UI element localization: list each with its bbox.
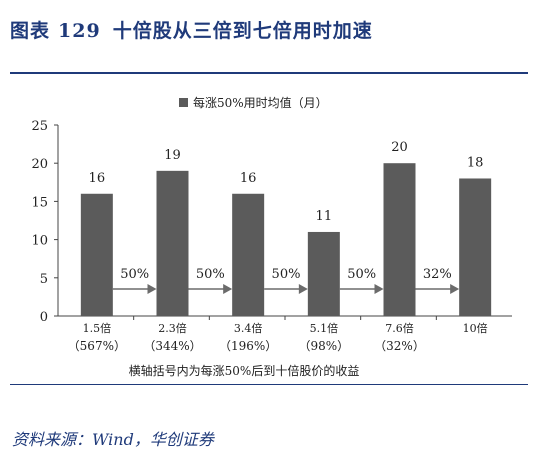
bar xyxy=(156,170,189,316)
data-label: 20 xyxy=(391,140,408,155)
step-arrow-head xyxy=(147,284,157,294)
x-tick-label: 7.6倍 xyxy=(385,321,414,335)
y-tick-label: 25 xyxy=(31,119,48,134)
bar-chart: 每涨50%用时均值（月） 0 5 10 15 20 25 16 1.5倍 （567%） 19 2.3倍… xyxy=(31,95,512,378)
title-label: 图表 xyxy=(10,20,51,42)
step-arrow-label: 50% xyxy=(272,267,301,282)
step-arrow-label: 50% xyxy=(196,267,225,282)
x-tick-label: 1.5倍 xyxy=(83,321,112,335)
bar xyxy=(307,231,340,316)
bar xyxy=(383,163,416,316)
x-tick-sublabel: （196%） xyxy=(219,339,277,353)
data-label: 16 xyxy=(240,171,257,186)
x-tick-sublabel: （32%） xyxy=(374,339,425,353)
step-arrow-head xyxy=(374,284,384,294)
bottom-rule xyxy=(10,384,528,385)
bar xyxy=(80,193,113,316)
y-tick-label: 20 xyxy=(31,157,48,172)
step-arrow-label: 50% xyxy=(347,267,376,282)
bar xyxy=(232,193,265,316)
x-tick-label: 10倍 xyxy=(463,321,488,335)
top-rule xyxy=(10,72,528,74)
y-tick-label: 0 xyxy=(40,310,48,325)
step-arrow-label: 32% xyxy=(423,267,452,282)
data-label: 19 xyxy=(164,148,181,163)
data-label: 16 xyxy=(89,171,106,186)
x-tick-sublabel: （98%） xyxy=(298,339,349,353)
x-tick-sublabel: （344%） xyxy=(143,339,201,353)
step-arrow-head xyxy=(223,284,233,294)
y-tick-label: 15 xyxy=(31,195,48,210)
y-tick-label: 5 xyxy=(40,272,48,287)
step-arrow-head xyxy=(450,284,460,294)
legend-label: 每涨50%用时均值（月） xyxy=(193,95,328,110)
source-note: 资料来源：Wind，华创证券 xyxy=(12,430,214,449)
x-tick-sublabel: （567%） xyxy=(68,339,126,353)
legend-swatch xyxy=(179,98,188,107)
x-tick-label: 2.3倍 xyxy=(158,321,187,335)
title-number: 129 xyxy=(58,20,101,42)
title-text: 十倍股从三倍到七倍用时加速 xyxy=(112,20,373,42)
chart-title: 图表 129 十倍股从三倍到七倍用时加速 xyxy=(10,16,373,43)
data-label: 18 xyxy=(467,155,484,170)
step-arrow-head xyxy=(298,284,308,294)
x-axis-note: 横轴括号内为每涨50%后到十倍股价的收益 xyxy=(129,363,360,378)
x-tick-label: 5.1倍 xyxy=(310,321,339,335)
y-tick-label: 10 xyxy=(31,234,48,249)
data-label: 11 xyxy=(316,209,333,224)
x-tick-label: 3.4倍 xyxy=(234,321,263,335)
bar xyxy=(459,178,492,316)
step-arrow-label: 50% xyxy=(120,267,149,282)
